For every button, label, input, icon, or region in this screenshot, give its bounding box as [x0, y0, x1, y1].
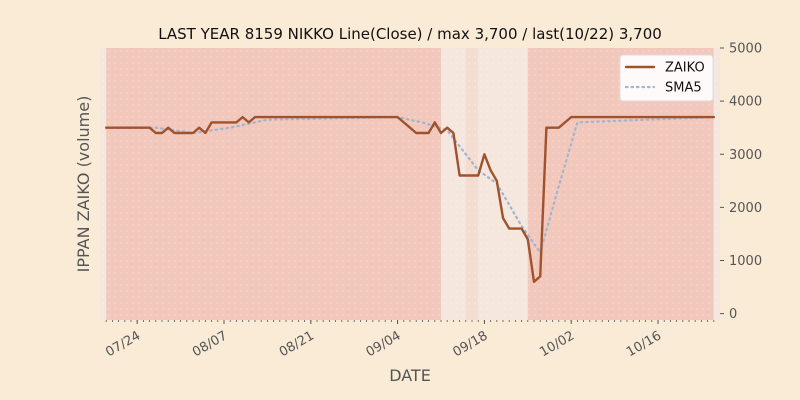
x-tick-label: 10/02 — [537, 328, 577, 360]
y-tick-label: 0 — [729, 307, 737, 322]
y-tick-label: 4000 — [729, 95, 762, 110]
x-tick-label: 08/07 — [190, 328, 230, 360]
y-tick-label: 1000 — [729, 254, 762, 269]
background-dot-pattern — [100, 48, 720, 320]
legend-label-sma5: SMA5 — [665, 81, 702, 96]
y-tick-label: 3000 — [729, 148, 762, 163]
dot-overlay — [100, 48, 720, 320]
x-tick-label: 07/24 — [103, 328, 143, 360]
legend-label-zaiko: ZAIKO — [665, 61, 705, 76]
x-tick-label: 08/21 — [277, 328, 317, 360]
x-tick-label: 10/16 — [624, 328, 664, 360]
y-tick-label: 5000 — [729, 42, 762, 57]
series-layer — [104, 115, 715, 283]
x-tick-label: 09/04 — [364, 328, 404, 360]
chart-title: LAST YEAR 8159 NIKKO Line(Close) / max 3… — [158, 25, 662, 43]
x-tick-label: 09/18 — [450, 328, 490, 360]
series-line-zaiko — [104, 115, 715, 283]
legend: ZAIKO SMA5 — [619, 54, 714, 102]
y-tick-label: 2000 — [729, 201, 762, 216]
y-axis-label: IPPAN ZAIKO (volume) — [74, 96, 93, 273]
x-axis-label: DATE — [389, 366, 431, 385]
